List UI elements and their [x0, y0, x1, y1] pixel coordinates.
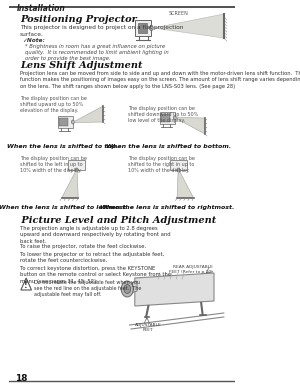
- Text: Projection lens can be moved from side to side and up and down with the motor-dr: Projection lens can be moved from side t…: [20, 71, 300, 88]
- Circle shape: [149, 26, 153, 31]
- Text: When the lens is shifted to top.: When the lens is shifted to top.: [8, 144, 119, 149]
- Text: When the lens is shifted to leftmost.: When the lens is shifted to leftmost.: [0, 205, 128, 210]
- Polygon shape: [153, 14, 224, 38]
- FancyBboxPatch shape: [160, 112, 175, 124]
- Text: The display position can be
shifted upward up to 50%
elevation of the display.: The display position can be shifted upwa…: [20, 96, 87, 113]
- Polygon shape: [74, 106, 103, 123]
- FancyBboxPatch shape: [161, 114, 170, 122]
- Text: The display position can be
shifted to the right in up to
10% width of the displ: The display position can be shifted to t…: [128, 156, 195, 173]
- Text: The display position can be
shifted to the left in up to
10% width of the displa: The display position can be shifted to t…: [20, 156, 87, 173]
- Polygon shape: [177, 170, 194, 198]
- Text: Positioning Projector: Positioning Projector: [20, 15, 137, 24]
- Text: 18: 18: [15, 374, 27, 383]
- Text: ✓Note:: ✓Note:: [22, 38, 45, 43]
- Text: Do not rotate the adjustable feet when you
see the red line on the adjustable fe: Do not rotate the adjustable feet when y…: [34, 280, 142, 297]
- Text: This projector is designed to project on a flat projection
surface.: This projector is designed to project on…: [20, 25, 184, 36]
- Circle shape: [177, 168, 180, 172]
- Polygon shape: [126, 281, 137, 295]
- Text: !: !: [24, 281, 28, 289]
- Text: REAR ADJUSTABLE
FEET (Refer to p.10): REAR ADJUSTABLE FEET (Refer to p.10): [169, 265, 212, 274]
- FancyBboxPatch shape: [135, 20, 152, 36]
- FancyBboxPatch shape: [170, 160, 187, 170]
- Text: Picture Level and Pitch Adjustment: Picture Level and Pitch Adjustment: [18, 216, 216, 225]
- Polygon shape: [21, 278, 32, 290]
- Text: The display position can be
shifted downward up to 50%
low level of the display.: The display position can be shifted down…: [128, 106, 198, 123]
- Text: Installation: Installation: [16, 4, 65, 13]
- Polygon shape: [176, 118, 205, 134]
- FancyBboxPatch shape: [138, 23, 147, 33]
- FancyBboxPatch shape: [68, 160, 85, 170]
- Text: To raise the projector, rotate the feet clockwise.: To raise the projector, rotate the feet …: [20, 244, 146, 249]
- Circle shape: [75, 168, 78, 172]
- Text: To lower the projector or to retract the adjustable feet,
rotate the feet counte: To lower the projector or to retract the…: [20, 252, 164, 263]
- FancyBboxPatch shape: [58, 116, 73, 128]
- Text: SCREEN: SCREEN: [169, 11, 188, 16]
- Circle shape: [121, 281, 133, 297]
- Polygon shape: [135, 273, 214, 306]
- Text: To correct keystone distortion, press the KEYSTONE
button on the remote control : To correct keystone distortion, press th…: [20, 266, 171, 284]
- FancyBboxPatch shape: [59, 118, 68, 126]
- Text: When the lens is shifted to rightmost.: When the lens is shifted to rightmost.: [100, 205, 234, 210]
- Text: ADJUSTABLE
FEET: ADJUSTABLE FEET: [135, 323, 162, 332]
- Text: When the lens is shifted to bottom.: When the lens is shifted to bottom.: [106, 144, 231, 149]
- Circle shape: [173, 116, 176, 120]
- Polygon shape: [61, 170, 78, 198]
- Text: The projection angle is adjustable up to 2.8 degrees
upward and downward respect: The projection angle is adjustable up to…: [20, 226, 171, 244]
- Circle shape: [71, 120, 74, 124]
- Text: Lens Shift Adjustment: Lens Shift Adjustment: [20, 61, 142, 70]
- Text: * Brightness in room has a great influence on picture
quality.  It is recommende: * Brightness in room has a great influen…: [26, 44, 169, 61]
- Circle shape: [124, 284, 130, 293]
